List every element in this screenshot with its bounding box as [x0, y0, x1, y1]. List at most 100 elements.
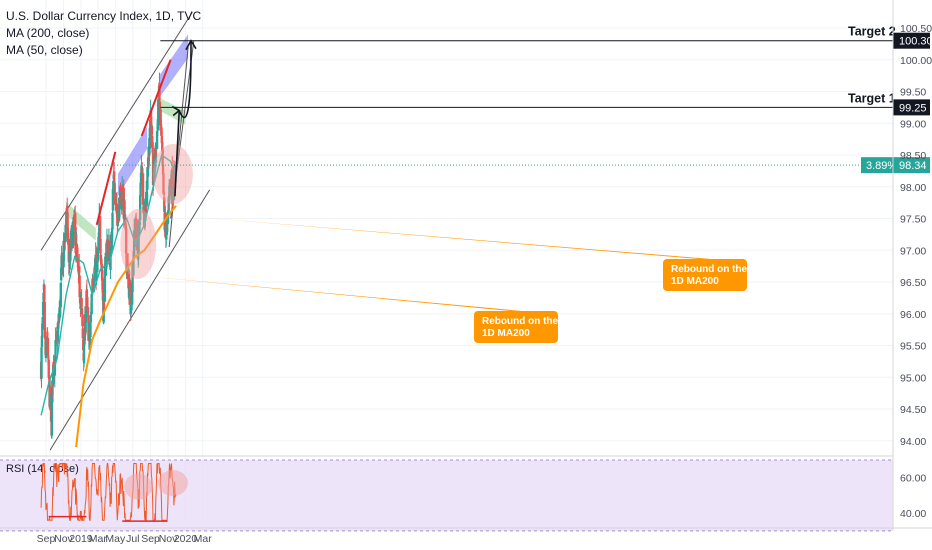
candle-body	[171, 168, 174, 197]
candle-body	[78, 266, 81, 273]
candle-body	[74, 227, 77, 253]
candle-body	[86, 307, 90, 314]
candle-body	[161, 164, 165, 174]
y-tick-label: 98.00	[900, 182, 926, 194]
last-price-tag	[893, 157, 930, 174]
x-tick-label: Jul	[126, 533, 139, 545]
x-tick-label: Sep	[37, 533, 56, 545]
y-tick-label: 100.50	[900, 23, 932, 35]
callout-1-text: Rebound on the	[482, 316, 559, 327]
candle-body	[161, 148, 164, 166]
y-tick-label: 95.00	[900, 372, 926, 384]
x-tick-label: Mar	[89, 533, 108, 545]
callout-2-text: Rebound on the	[671, 264, 748, 275]
candle-body	[81, 314, 84, 327]
candle-body	[60, 252, 64, 260]
candle-body	[93, 268, 96, 283]
candle-body	[145, 192, 149, 206]
candle-body	[124, 227, 128, 254]
callout-2-text: 1D MA200	[671, 276, 719, 287]
legend-ma50: MA (50, close)	[6, 43, 83, 57]
candle-body	[148, 145, 151, 155]
x-tick-label: May	[105, 533, 126, 545]
candle-body	[88, 338, 92, 346]
candle-body	[43, 327, 47, 339]
candle-body	[40, 347, 43, 379]
candle-body	[82, 332, 86, 364]
candle-body	[81, 328, 85, 339]
candle-body	[101, 278, 104, 290]
candle-body	[43, 301, 46, 330]
candle-body	[163, 197, 166, 212]
candle-body	[47, 359, 50, 378]
candle-body	[148, 128, 152, 149]
y-tick-label: 98.50	[900, 150, 926, 162]
candle-body	[102, 295, 105, 323]
candle-body	[111, 188, 115, 211]
candle-body	[161, 142, 164, 151]
candle-body	[114, 192, 117, 202]
candle-body	[156, 119, 160, 131]
candle-body	[172, 171, 176, 200]
candle-body	[98, 215, 102, 240]
x-tick-label: Mar	[194, 533, 213, 545]
channel-lower-line	[49, 189, 211, 451]
target1-label: Target 1	[848, 91, 896, 105]
resistance-zone-2	[117, 126, 148, 197]
candle-body	[64, 225, 67, 242]
candle-body	[141, 173, 145, 205]
target2-label: Target 2	[848, 25, 896, 39]
candle-body	[119, 188, 122, 192]
candle-body	[80, 298, 83, 307]
last-price-text: 98.34	[899, 160, 927, 172]
target1-price-text: 99.25	[899, 102, 927, 114]
candle-body	[132, 259, 135, 276]
rebound-circle-1	[120, 208, 157, 279]
candle-body	[139, 195, 142, 221]
candle-body	[46, 338, 50, 357]
candle-body	[54, 340, 57, 363]
candle-body	[132, 230, 136, 258]
candle-body	[89, 322, 92, 338]
candle-body	[47, 375, 51, 379]
x-tick-label: Nov	[54, 533, 73, 545]
candle-body	[90, 293, 93, 315]
grid-lines	[0, 0, 893, 522]
candle-body	[155, 131, 159, 149]
candle-body	[66, 212, 69, 239]
legend-ma200: MA (200, close)	[6, 26, 90, 40]
x-tick-label: 2020	[174, 533, 198, 545]
y-tick-label: 100.00	[900, 55, 932, 67]
y-tick-label: 94.00	[900, 436, 926, 448]
candle-body	[50, 400, 54, 436]
target1-price-tag	[893, 99, 930, 116]
y-tick-label: 96.50	[900, 277, 926, 289]
candle-body	[44, 340, 48, 359]
inner-rising-line-1	[168, 47, 189, 248]
candle-body	[99, 254, 103, 262]
rsi-circle-1	[124, 473, 153, 500]
y-tick-label: 97.50	[900, 214, 926, 226]
candle-body	[127, 269, 130, 274]
candle-body	[41, 316, 44, 327]
candle-body	[103, 264, 107, 302]
target2-price-tag	[893, 32, 930, 49]
candle-body	[97, 236, 100, 251]
candle-body	[125, 252, 128, 273]
callout-1-box	[474, 311, 558, 343]
target2-price-text: 100.30	[899, 36, 932, 48]
x-tick-label: 2019	[69, 533, 93, 545]
candle-body	[159, 109, 162, 126]
ma50-line	[40, 153, 177, 416]
rebound-circle-2	[152, 144, 193, 205]
candle-body	[78, 275, 81, 298]
pct-change-text: 3.89%	[866, 160, 897, 172]
candle-body	[116, 221, 119, 227]
rsi-line	[40, 462, 177, 521]
candle-body	[78, 298, 82, 303]
y-tick-label: 99.00	[900, 118, 926, 130]
candle-body	[76, 258, 80, 268]
red-lower-highs-2	[140, 59, 172, 137]
candle-body	[111, 212, 114, 230]
ma200-line	[75, 205, 177, 448]
